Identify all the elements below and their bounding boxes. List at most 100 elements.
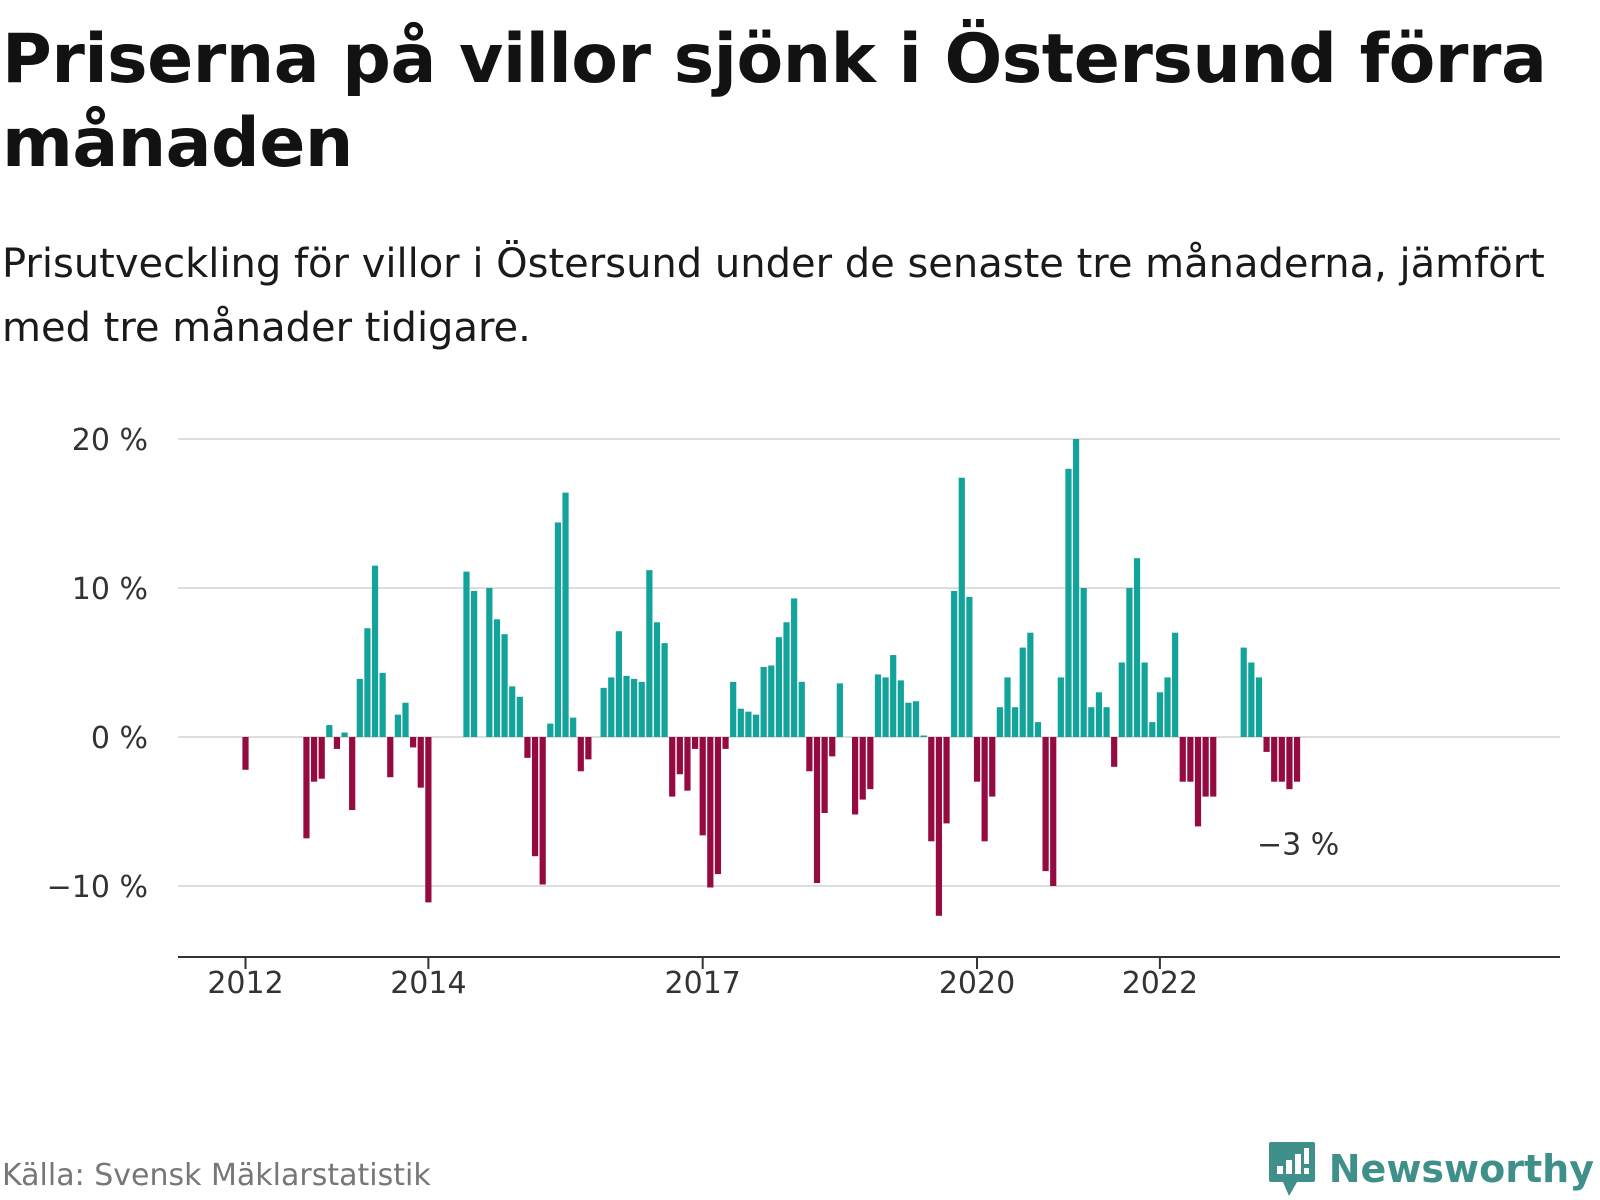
source-note: Källa: Svensk Mäklarstatistik (2, 1158, 431, 1193)
bar (570, 717, 577, 737)
bar (981, 737, 988, 842)
bar (859, 737, 866, 800)
bar (1027, 632, 1034, 737)
bar (1255, 677, 1263, 737)
bar (653, 622, 661, 737)
bar (371, 565, 379, 737)
x-tick-label: 2020 (939, 966, 1015, 1001)
bar (737, 708, 744, 737)
bar (608, 677, 615, 737)
bar (539, 737, 546, 885)
bar (1111, 737, 1118, 767)
bar (821, 737, 828, 813)
x-tick-label: 2014 (390, 966, 466, 1001)
bar (1034, 722, 1042, 737)
bar (798, 681, 805, 737)
brand-name: Newsworthy (1328, 1147, 1594, 1191)
bar (935, 737, 943, 916)
bar (1133, 558, 1141, 737)
bar (661, 643, 668, 737)
bar (768, 665, 775, 737)
bar (852, 737, 859, 815)
bar (1202, 737, 1209, 797)
bar (615, 631, 622, 737)
bar (242, 737, 249, 770)
bar (691, 737, 699, 749)
bar (493, 619, 501, 737)
bar (600, 687, 607, 737)
y-axis-labels: 20 % 10 % 0 % −10 % (47, 423, 148, 905)
bar (318, 737, 325, 779)
bar (1088, 707, 1095, 737)
bar (867, 737, 874, 790)
bars (242, 439, 1301, 916)
bar (547, 723, 554, 737)
bar (1012, 707, 1019, 737)
bar (1156, 692, 1163, 737)
y-tick-label: 10 % (72, 572, 148, 607)
bar-chart: 20 % 10 % 0 % −10 % 2012 2014 2017 2020 2022 −3… (47, 423, 1560, 1001)
bar (745, 711, 752, 737)
bar (509, 686, 516, 737)
bar (387, 737, 394, 778)
bar (303, 737, 310, 839)
bar (989, 737, 996, 797)
bar (402, 702, 409, 737)
bar (699, 737, 706, 836)
bar (920, 735, 927, 737)
bar (1172, 632, 1179, 737)
bar (1248, 662, 1255, 737)
bar (806, 737, 813, 772)
bar (676, 737, 683, 775)
bar (1286, 737, 1293, 790)
bar (669, 737, 676, 797)
bar (1057, 677, 1064, 737)
bar (958, 477, 965, 737)
bar (516, 696, 523, 737)
bar (1187, 737, 1194, 782)
bar (752, 714, 760, 737)
y-tick-label: 20 % (72, 423, 148, 458)
bar (897, 680, 904, 737)
x-axis-labels: 2012 2014 2017 2020 2022 (207, 957, 1198, 1001)
bar (425, 737, 432, 903)
gridlines (178, 438, 1560, 887)
bar (905, 702, 912, 737)
bar (379, 672, 386, 737)
last-value-label: −3 % (1257, 828, 1339, 863)
bar (349, 737, 356, 811)
x-tick-label: 2022 (1122, 966, 1198, 1001)
bar (646, 570, 653, 737)
bar (813, 737, 821, 884)
y-tick-label: −10 % (47, 870, 148, 905)
bar (829, 737, 836, 757)
bar (1080, 588, 1087, 737)
bar (326, 725, 333, 737)
bar (1293, 737, 1301, 782)
bar (1019, 647, 1026, 737)
bar (463, 571, 470, 737)
bar (341, 732, 348, 737)
bar (951, 590, 958, 737)
bar (1095, 692, 1103, 737)
bar (973, 737, 981, 782)
brand[interactable]: Newsworthy (1267, 1140, 1594, 1198)
bar (707, 737, 714, 888)
bar (722, 737, 729, 749)
y-tick-label: 0 % (91, 721, 148, 756)
bar (783, 622, 790, 737)
bar (730, 681, 737, 737)
bar (1126, 588, 1133, 737)
bar (1271, 737, 1278, 782)
chart-title: Priserna på villor sjönk i Östersund för… (2, 20, 1547, 183)
bar (1141, 662, 1148, 737)
bar (928, 737, 935, 842)
bar (714, 737, 722, 875)
bar (585, 737, 592, 760)
bar (1194, 737, 1202, 827)
bar (554, 522, 562, 737)
bar (890, 655, 897, 737)
bar (791, 598, 798, 737)
bar (1042, 737, 1049, 872)
bar (501, 634, 508, 737)
